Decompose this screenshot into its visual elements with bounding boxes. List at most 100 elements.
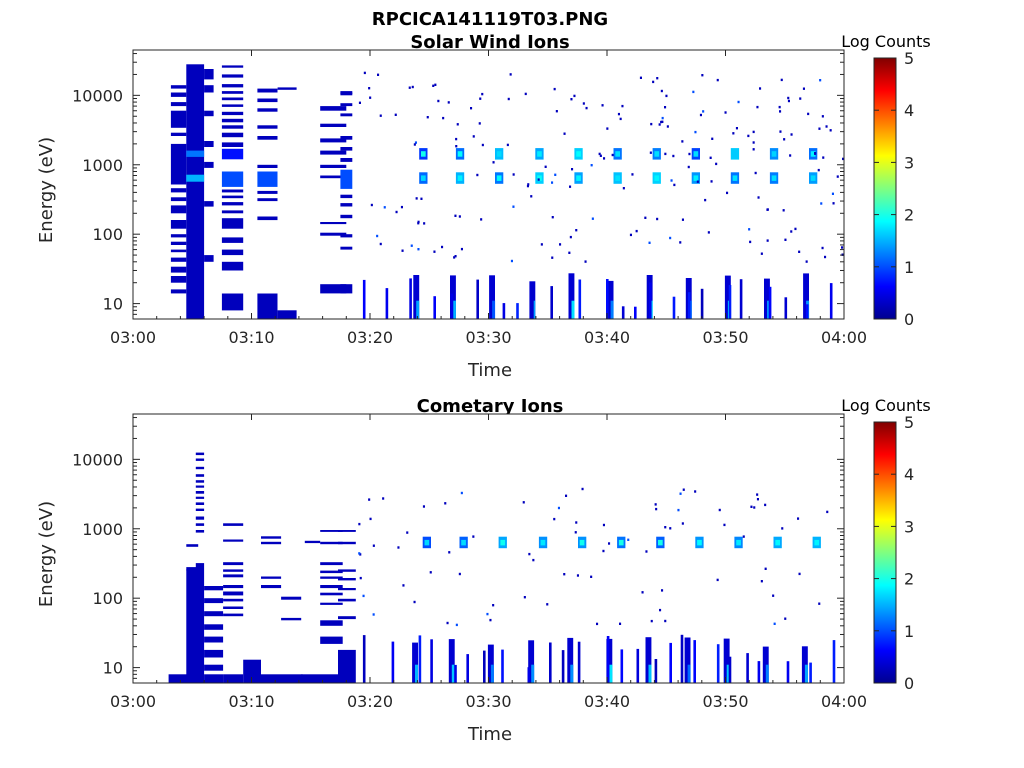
spectrogram-cell [682,488,685,491]
spectrogram-cell [669,236,672,240]
x-axis-label: Time [467,360,512,381]
spectrogram-cell [170,289,187,294]
spectrogram-cell [257,108,278,112]
spectrogram-cell [644,216,647,219]
spectrogram-cell [718,508,721,512]
spectrogram-cell [764,278,770,319]
spectrogram-cell [756,493,759,496]
spectrogram-cell [186,64,205,319]
spectrogram-cell [320,123,347,127]
spectrogram-cell [789,154,792,157]
spectrogram-cell [841,246,844,249]
spectrogram-cell [501,649,504,683]
spectrogram-cell [320,232,347,236]
spectrogram-cell [680,634,684,683]
spectrogram-cell [645,550,648,553]
spectrogram-cell [692,90,695,94]
spectrogram-cell [424,539,430,546]
spectrogram-cell [655,507,658,511]
plot-area [133,414,844,683]
spectrogram-cell [551,256,554,259]
spectrogram-cell [426,116,429,119]
spectrogram-cell [570,98,573,101]
spectrogram-cell [608,542,611,545]
spectrogram-cell [549,642,552,683]
spectrogram-cell [421,151,426,157]
spectrogram-cell [759,87,762,90]
spectrogram-cell [654,175,660,181]
spectrogram-cell [204,674,224,683]
spectrogram-cell [320,570,343,574]
spectrogram-cell [430,639,433,683]
cometary-ions-panel: Cometary Ions 03:00 03:10 03:20 03:30 03:40 0… [36,396,931,745]
spectrogram-cell [723,638,730,683]
spectrogram-cell [660,120,663,124]
y-axis-label: Energy (eV) [36,501,57,607]
spectrogram-cell [507,97,510,101]
spectrogram-cell [409,278,412,319]
spectrogram-cell [670,179,673,182]
spectrogram-cell [648,241,651,244]
spectrogram-cell [824,255,827,259]
spectrogram-cell [664,619,667,623]
spectrogram-cell [559,243,562,246]
spectrogram-cell [728,285,732,319]
spectrogram-cell [782,209,785,212]
spectrogram-cell [681,522,684,525]
colorbar-tick-label: 5 [904,49,914,68]
spectrogram-cell [694,130,697,134]
spectrogram-cell [540,539,546,546]
spectrogram-cell [320,620,343,626]
spectrogram-cell [617,112,620,116]
spectrogram-cell [492,300,496,319]
spectrogram-cell [476,279,479,319]
spectrogram-cell [483,650,486,683]
spectrogram-cell [750,505,753,508]
spectrogram-cell [358,552,361,555]
x-tick-label: 03:30 [465,692,511,711]
spectrogram-cell [732,175,738,181]
spectrogram-cell [257,164,278,168]
spectrogram-cell [170,143,187,185]
spectrogram-cell [338,649,356,683]
spectrogram-cell [422,505,425,508]
spectrogram-cell [320,636,343,644]
spectrogram-cell [243,659,261,683]
colorbar-tick-label: 0 [904,310,914,329]
spectrogram-cell [673,183,676,187]
spectrogram-cell [379,114,382,117]
colorbar: Log Counts 0 1 2 3 4 5 [841,32,931,329]
spectrogram-cell [170,241,187,245]
spectrogram-cell [466,654,469,683]
spectrogram-cell [821,246,824,250]
spectrogram-cell [609,664,613,683]
spectrogram-cell [221,210,244,214]
spectrogram-cell [672,296,676,319]
colorbar-label: Log Counts [841,32,931,51]
spectrogram-cell [320,222,347,225]
y-axis-label: Energy (eV) [36,137,57,243]
spectrogram-cell [204,598,224,604]
spectrogram-cell [221,237,244,243]
spectrogram-cell [726,191,729,195]
spectrogram-cells [168,452,836,683]
spectrogram-cell [649,151,652,154]
spectrogram-cell [221,125,244,129]
spectrogram-cell [636,648,640,683]
spectrogram-cell [304,540,321,544]
spectrogram-cell [223,585,244,589]
spectrogram-cell [716,78,719,82]
spectrogram-cell [195,480,205,483]
spectrogram-cell [492,161,495,164]
spectrogram-cell [195,563,205,683]
spectrogram-cell [168,674,188,683]
spectrogram-cell [446,621,449,625]
spectrogram-cell [261,541,282,545]
spectrogram-cell [320,138,347,143]
spectrogram-cell [450,293,454,319]
spectrogram-cell [223,591,244,596]
spectrogram-cell [496,175,502,181]
spectrogram-cell [489,275,495,319]
spectrogram-cell [340,92,353,94]
spectrogram-cell [455,137,458,141]
